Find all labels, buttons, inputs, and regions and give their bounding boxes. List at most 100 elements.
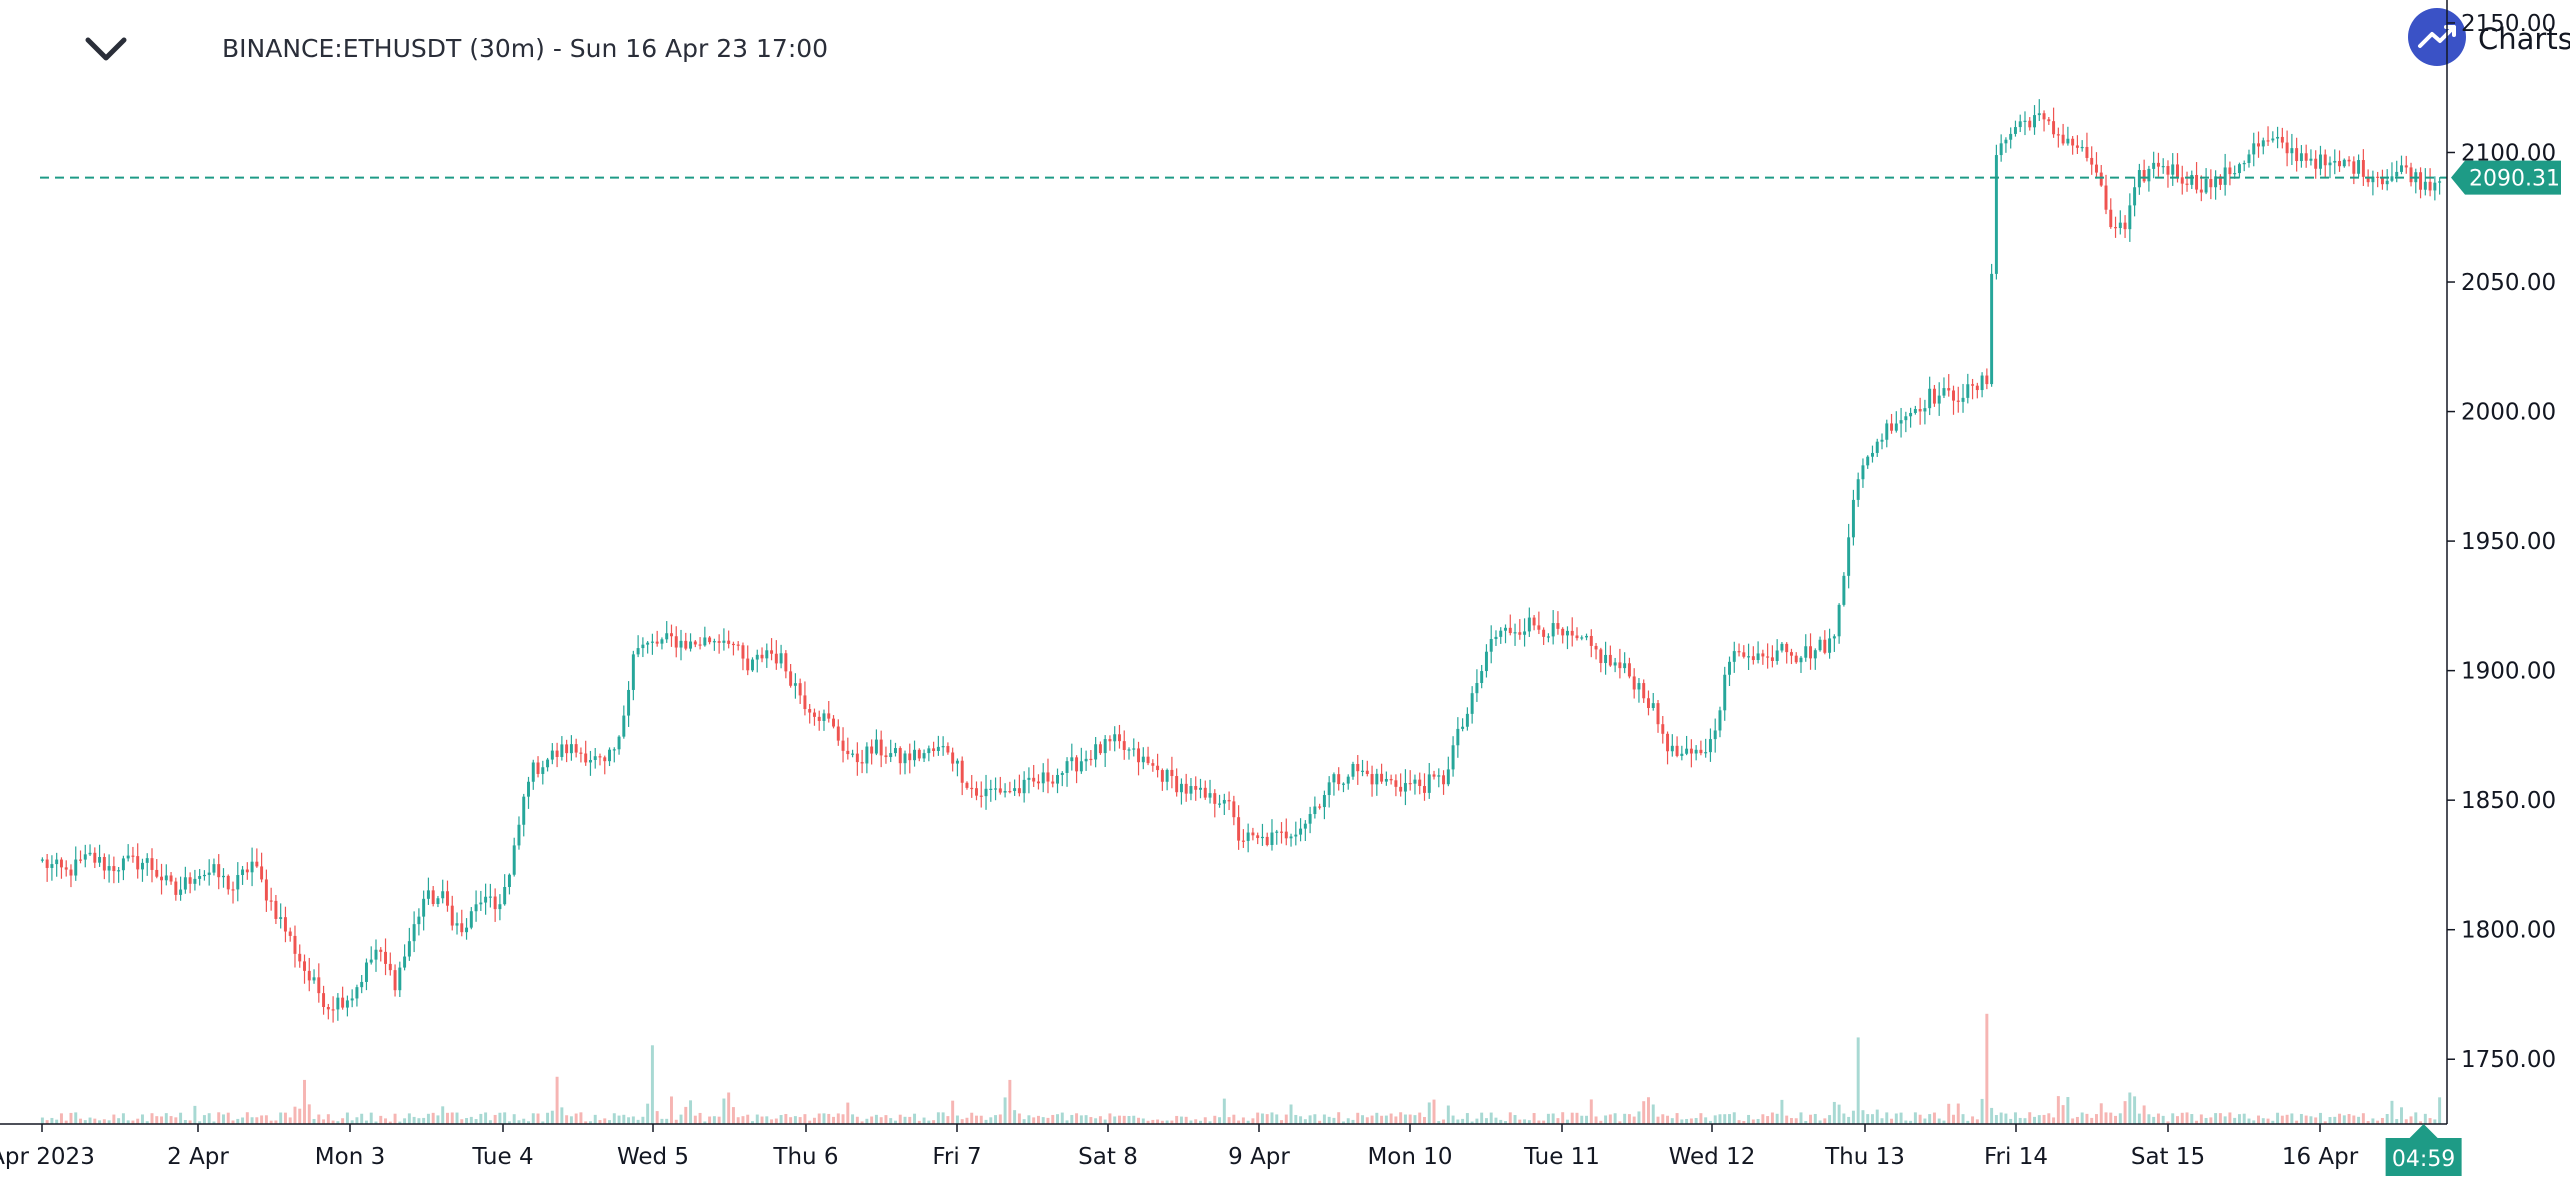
volume-bar — [2142, 1105, 2146, 1124]
candle-body — [2357, 160, 2361, 174]
volume-bar — [1117, 1115, 1121, 1124]
candle-body — [160, 876, 164, 881]
volume-bar — [74, 1112, 78, 1124]
candle-body — [2128, 205, 2132, 230]
volume-bar — [1170, 1120, 1174, 1124]
candle-body — [827, 713, 831, 719]
volume-bar — [2338, 1113, 2342, 1124]
candle-body — [1313, 806, 1317, 815]
candle-body — [126, 855, 130, 859]
volume-bar — [512, 1114, 516, 1124]
candle-body — [150, 858, 154, 870]
chevron-down-icon[interactable] — [78, 28, 134, 72]
candle-body — [622, 715, 626, 737]
volume-bar — [398, 1121, 402, 1124]
candle-body — [1723, 674, 1727, 711]
volume-bar — [1952, 1114, 1955, 1124]
candle-body — [1494, 636, 1498, 640]
volume-bar — [493, 1114, 497, 1124]
candle-body — [1561, 628, 1565, 636]
volume-bar — [1551, 1113, 1555, 1124]
candle-body — [650, 641, 654, 643]
volume-bar — [879, 1117, 883, 1124]
volume-bar — [350, 1120, 354, 1124]
candle-body — [2061, 134, 2065, 144]
volume-bar — [59, 1113, 63, 1124]
volume-bar — [1751, 1119, 1755, 1124]
volume-bar — [755, 1114, 759, 1124]
trend-up-icon[interactable] — [2408, 8, 2466, 66]
volume-bar — [1961, 1114, 1965, 1124]
volume-bar — [517, 1120, 521, 1124]
candle-body — [1218, 803, 1222, 805]
candle-body — [1804, 646, 1808, 658]
candle-body — [1575, 635, 1579, 639]
candle-body — [608, 749, 611, 762]
candle-body — [398, 967, 402, 991]
volume-bar — [1051, 1114, 1055, 1124]
candle-body — [1651, 703, 1655, 709]
candle-body — [1675, 745, 1679, 756]
candle-body — [1570, 630, 1574, 636]
volume-bar — [269, 1120, 273, 1124]
volume-bar — [784, 1113, 788, 1124]
volume-bar — [298, 1108, 302, 1124]
candle-body — [1656, 703, 1660, 725]
candle-body — [2094, 164, 2098, 173]
volume-bar — [994, 1115, 998, 1124]
volume-bar — [1280, 1120, 1283, 1124]
volume-bar — [2257, 1115, 2260, 1124]
time-tick-label: 16 Apr — [2282, 1144, 2359, 1170]
volume-bar — [1160, 1120, 1164, 1124]
candle-body — [1632, 676, 1636, 690]
volume-bar — [1732, 1112, 1736, 1124]
volume-bar — [1137, 1117, 1141, 1124]
candle-body — [1975, 385, 1979, 391]
candle-body — [59, 859, 63, 868]
volume-bar — [222, 1114, 225, 1124]
candle-body — [1751, 656, 1755, 661]
volume-bar — [1680, 1119, 1684, 1124]
volume-bar — [2104, 1112, 2108, 1124]
volume-bar — [860, 1121, 864, 1124]
volume-bar — [989, 1117, 993, 1124]
volume-bar — [145, 1121, 149, 1124]
volume-bar — [1980, 1098, 1984, 1124]
volume-bar — [431, 1112, 435, 1124]
volume-bar — [1389, 1113, 1393, 1124]
candle-body — [1184, 783, 1188, 794]
volume-bar — [2285, 1114, 2289, 1124]
time-axis[interactable]: Apr 2023 2 Apr Mon 3 Tue 4 Wed 5 Thu 6 Fri 7 Sa… — [0, 1124, 2359, 1170]
candle-body — [1275, 831, 1279, 833]
volume-bar — [283, 1112, 287, 1124]
volume-bar — [684, 1106, 688, 1124]
volume-bar — [2404, 1119, 2408, 1124]
volume-bar — [2328, 1117, 2332, 1124]
volume-bar — [1999, 1112, 2003, 1124]
candle-body — [1022, 779, 1026, 794]
candle-body — [1179, 783, 1183, 793]
volume-bar — [441, 1106, 445, 1124]
volume-bar — [188, 1120, 192, 1124]
volume-bar — [2047, 1113, 2051, 1124]
volume-bar — [250, 1117, 254, 1124]
candle-body — [136, 856, 140, 870]
candle-body — [755, 654, 759, 660]
volume-bar — [2180, 1112, 2184, 1124]
candle-body — [1961, 397, 1965, 402]
time-tick-label: Thu 6 — [772, 1144, 838, 1170]
volume-bar — [1713, 1115, 1717, 1124]
volume-bar — [1098, 1116, 1102, 1124]
candle-body — [2280, 136, 2284, 143]
candle-body — [2142, 170, 2146, 182]
volume-bar — [179, 1112, 183, 1124]
candle-body — [1956, 400, 1960, 402]
candle-body — [474, 904, 478, 912]
volume-bar — [622, 1114, 626, 1124]
candle-body — [2161, 166, 2165, 168]
volume-bar — [1208, 1121, 1212, 1124]
candle-body — [1508, 627, 1512, 634]
volume-bar — [979, 1115, 983, 1124]
candle-body — [2285, 142, 2289, 154]
